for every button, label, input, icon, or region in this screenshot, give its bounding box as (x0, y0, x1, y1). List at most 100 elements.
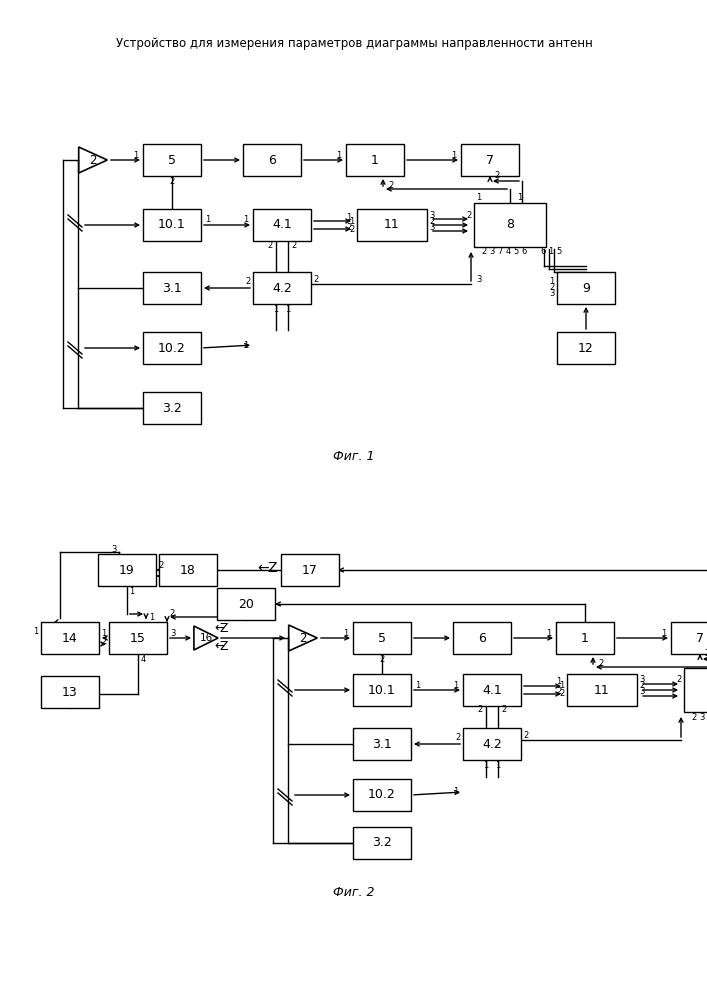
Bar (98, 554, 156, 586)
Text: 2: 2 (170, 176, 175, 186)
Text: 2: 2 (380, 654, 385, 664)
Text: 1: 1 (549, 277, 554, 286)
Bar (353, 622, 411, 654)
Bar (159, 554, 217, 586)
Text: 13: 13 (62, 686, 78, 698)
Text: 1: 1 (451, 150, 457, 159)
Text: 7: 7 (486, 153, 494, 166)
Text: 6: 6 (478, 632, 486, 645)
Bar (671, 622, 707, 654)
Text: 2: 2 (549, 284, 554, 292)
Text: 1: 1 (453, 788, 459, 796)
Text: 6: 6 (540, 247, 546, 256)
Bar (346, 144, 404, 176)
Text: 1: 1 (416, 680, 421, 690)
Text: 19: 19 (119, 564, 135, 576)
Bar (474, 203, 546, 247)
Text: 3.1: 3.1 (372, 738, 392, 750)
Text: 14: 14 (62, 632, 78, 645)
Text: Фиг. 1: Фиг. 1 (333, 450, 375, 462)
Text: 3: 3 (111, 544, 117, 554)
Text: 3: 3 (489, 247, 495, 256)
Bar (353, 728, 411, 760)
Text: $\leftarrow\!\!\mathsf{Z}$: $\leftarrow\!\!\mathsf{Z}$ (255, 561, 279, 575)
Text: 2: 2 (677, 676, 682, 684)
Text: 4.1: 4.1 (482, 684, 502, 696)
Text: 2: 2 (267, 240, 273, 249)
Text: 2: 2 (704, 650, 707, 658)
Text: 3: 3 (429, 223, 435, 232)
Text: 16: 16 (199, 633, 213, 643)
Text: 2: 2 (559, 690, 565, 698)
Text: 1: 1 (496, 760, 501, 770)
Text: 3: 3 (429, 212, 435, 221)
Text: 5: 5 (556, 247, 561, 256)
Text: 1: 1 (134, 150, 139, 159)
Text: 2: 2 (346, 223, 351, 232)
Text: 2: 2 (170, 609, 175, 618)
Bar (684, 668, 707, 712)
Text: 1: 1 (149, 612, 155, 621)
Text: 3: 3 (170, 629, 175, 638)
Bar (243, 144, 301, 176)
Bar (41, 676, 99, 708)
Text: 11: 11 (384, 219, 400, 232)
Text: 1: 1 (274, 304, 279, 314)
Text: 1: 1 (349, 217, 355, 226)
Text: 4.2: 4.2 (482, 738, 502, 750)
Text: 2: 2 (388, 182, 394, 190)
Bar (353, 827, 411, 859)
Text: 1: 1 (346, 213, 351, 222)
Text: 5: 5 (378, 632, 386, 645)
Text: 2: 2 (477, 706, 483, 714)
Text: 2: 2 (639, 682, 645, 690)
Text: 3: 3 (477, 275, 481, 284)
Text: 7: 7 (497, 247, 503, 256)
Text: 1: 1 (556, 678, 561, 686)
Text: 2: 2 (556, 688, 561, 696)
Text: $\leftarrow\!\!\!\!\mathsf{Z}$: $\leftarrow\!\!\!\!\mathsf{Z}$ (212, 622, 230, 636)
Text: 2: 2 (158, 560, 163, 570)
Bar (556, 622, 614, 654)
Text: 1: 1 (559, 682, 565, 690)
Text: 1: 1 (581, 632, 589, 645)
Bar (143, 272, 201, 304)
Text: 3: 3 (639, 688, 645, 696)
Text: 1: 1 (243, 340, 249, 350)
Text: 1: 1 (453, 680, 459, 690)
Text: 1: 1 (484, 760, 489, 770)
Text: 2: 2 (349, 225, 355, 233)
Text: 3.2: 3.2 (162, 401, 182, 414)
Text: 2: 2 (481, 247, 486, 256)
Text: 1: 1 (518, 194, 522, 202)
Text: 4: 4 (141, 654, 146, 664)
Bar (217, 588, 275, 620)
Text: 1: 1 (286, 304, 291, 314)
Text: 2: 2 (523, 732, 529, 740)
Text: 6: 6 (521, 247, 527, 256)
Text: 1: 1 (33, 628, 39, 637)
Text: $\leftarrow\!\!\!\!\mathsf{Z}$: $\leftarrow\!\!\!\!\mathsf{Z}$ (212, 641, 230, 654)
Bar (353, 674, 411, 706)
Bar (557, 272, 615, 304)
Text: 2: 2 (691, 712, 696, 722)
Text: 2: 2 (598, 660, 604, 668)
Bar (461, 144, 519, 176)
Bar (353, 779, 411, 811)
Text: 1: 1 (549, 247, 554, 256)
Text: 1: 1 (337, 150, 341, 159)
Text: 10.1: 10.1 (158, 219, 186, 232)
Bar (557, 332, 615, 364)
Text: 15: 15 (130, 632, 146, 645)
Text: 17: 17 (302, 564, 318, 576)
Text: 20: 20 (238, 597, 254, 610)
Text: 2: 2 (299, 632, 307, 645)
Bar (253, 209, 311, 241)
Text: 12: 12 (578, 342, 594, 355)
Text: 1: 1 (661, 629, 667, 638)
Text: 3: 3 (549, 290, 555, 298)
Text: 4: 4 (506, 247, 510, 256)
Text: 8: 8 (506, 219, 514, 232)
Text: Фиг. 2: Фиг. 2 (333, 886, 375, 898)
Text: 3: 3 (639, 676, 645, 684)
